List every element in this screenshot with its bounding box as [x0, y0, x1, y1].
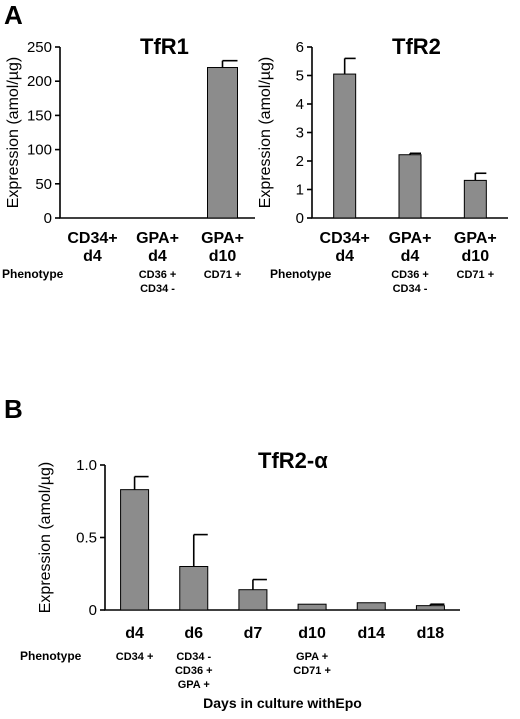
category-label: d18: [417, 625, 445, 642]
y-tick-label: 1.0: [76, 457, 97, 474]
bar: [120, 489, 150, 611]
category-label: d10: [298, 625, 326, 642]
phenotype-value: CD34 +: [116, 651, 154, 663]
phenotype-value: CD71 +: [457, 269, 495, 281]
category-label: d14: [357, 625, 385, 642]
y-tick-label: 5: [296, 68, 304, 85]
bar: [238, 589, 268, 611]
category-label: d10: [209, 248, 237, 265]
category-label: GPA+: [454, 230, 497, 247]
category-label: CD34+: [320, 230, 370, 247]
phenotype-value: CD34 -: [140, 283, 175, 295]
category-label: d7: [244, 625, 263, 642]
phenotype-value: CD34 -: [176, 651, 211, 663]
chart-title: TfR2: [392, 34, 441, 59]
category-label: d4: [148, 248, 167, 265]
phenotype-label: Phenotype: [20, 649, 82, 663]
category-label: d10: [462, 248, 490, 265]
y-axis-label: Expression (amol/µg): [37, 462, 54, 614]
phenotype-value: GPA +: [296, 651, 328, 663]
phenotype-value: CD36 +: [139, 269, 177, 281]
category-label: d4: [83, 248, 102, 265]
y-tick-label: 4: [296, 96, 304, 113]
bar: [415, 605, 445, 611]
x-axis-label: Days in culture withEpo: [203, 695, 362, 711]
y-tick-label: 150: [27, 107, 52, 124]
chart-title: TfR1: [140, 34, 189, 59]
y-tick-label: 0: [89, 602, 97, 619]
bar: [297, 603, 327, 611]
y-tick-label: 3: [296, 125, 304, 142]
chart-tfr1: TfR1 Expression (amol/µg) 0 50 100 150 200 250 C…: [2, 34, 255, 295]
category-label: d4: [335, 248, 354, 265]
y-tick-label: 6: [296, 39, 304, 56]
y-tick-label: 0: [44, 210, 52, 227]
bar: [179, 566, 209, 611]
category-label: d4: [125, 625, 144, 642]
category-label: CD34+: [67, 230, 117, 247]
y-tick-label: 2: [296, 153, 304, 170]
bar: [398, 154, 422, 219]
bar: [463, 179, 487, 219]
category-label: d4: [401, 248, 420, 265]
phenotype-value: GPA +: [178, 679, 210, 691]
y-tick-label: 100: [27, 142, 52, 159]
y-tick-label: 0.5: [76, 530, 97, 547]
panel-letter-b: B: [4, 394, 23, 424]
y-tick-label: 0: [296, 210, 304, 227]
category-label: GPA+: [136, 230, 179, 247]
axis-lines: [104, 465, 460, 611]
bar: [356, 602, 386, 611]
phenotype-value: CD36 +: [391, 269, 429, 281]
phenotype-value: CD34 -: [393, 283, 428, 295]
y-axis-label: Expression (amol/µg): [257, 57, 274, 209]
panel-letter-a: A: [4, 0, 23, 30]
phenotype-value: CD71 +: [204, 269, 242, 281]
chart-tfr2a: TfR2-α Expression (amol/µg) 0 0.5 1.0 d4 d6 d7 d…: [20, 448, 460, 711]
y-tick-label: 1: [296, 182, 304, 199]
phenotype-label: Phenotype: [2, 267, 64, 281]
phenotype-value: CD36 +: [175, 665, 213, 677]
y-tick-label: 200: [27, 73, 52, 90]
bar: [333, 73, 357, 219]
category-label: GPA+: [201, 230, 244, 247]
y-axis-label: Expression (amol/µg): [5, 57, 22, 209]
phenotype-value: CD71 +: [293, 665, 331, 677]
category-label: GPA+: [389, 230, 432, 247]
phenotype-label: Phenotype: [270, 267, 332, 281]
chart-title: TfR2-α: [258, 448, 328, 473]
y-tick-label: 50: [35, 176, 52, 193]
category-label: d6: [184, 625, 203, 642]
y-tick-label: 250: [27, 39, 52, 56]
bar: [207, 67, 238, 219]
